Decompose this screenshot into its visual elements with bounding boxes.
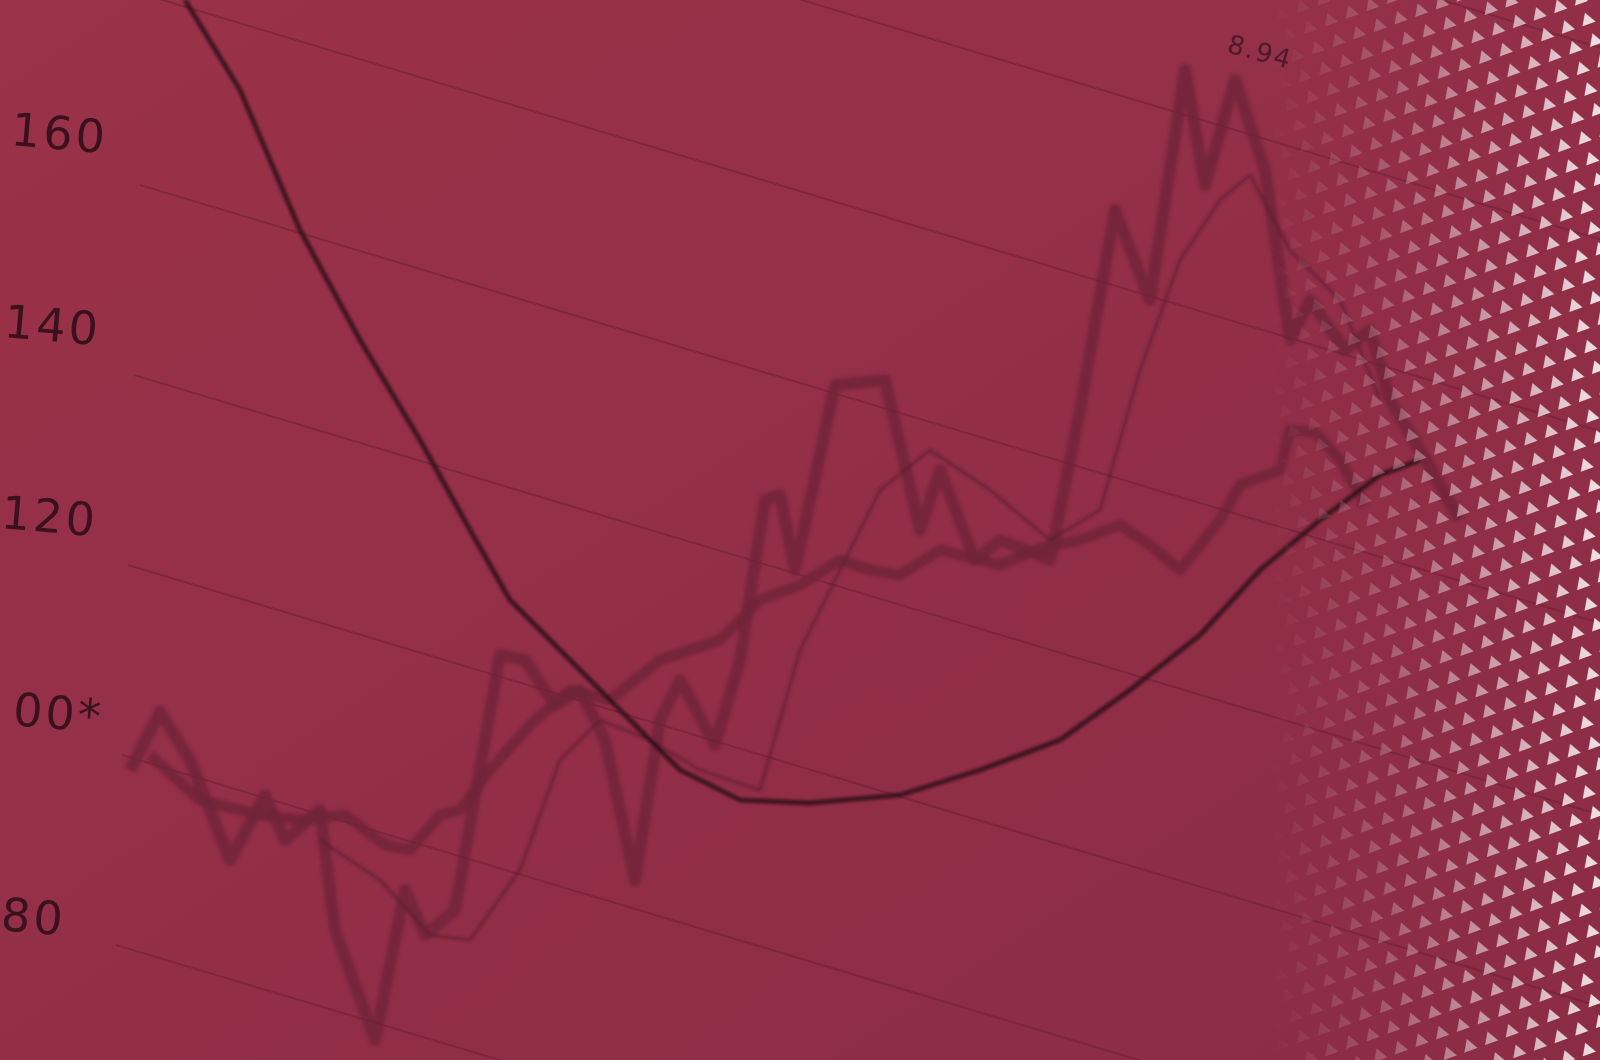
y-label: 80	[0, 887, 68, 946]
y-label: 00*	[11, 682, 106, 744]
y-label: 120	[0, 485, 100, 547]
halftone-pattern	[1270, 0, 1600, 1060]
y-label: 140	[2, 294, 103, 356]
chart-lines	[124, 0, 1466, 1046]
y-label: 160	[9, 102, 110, 164]
